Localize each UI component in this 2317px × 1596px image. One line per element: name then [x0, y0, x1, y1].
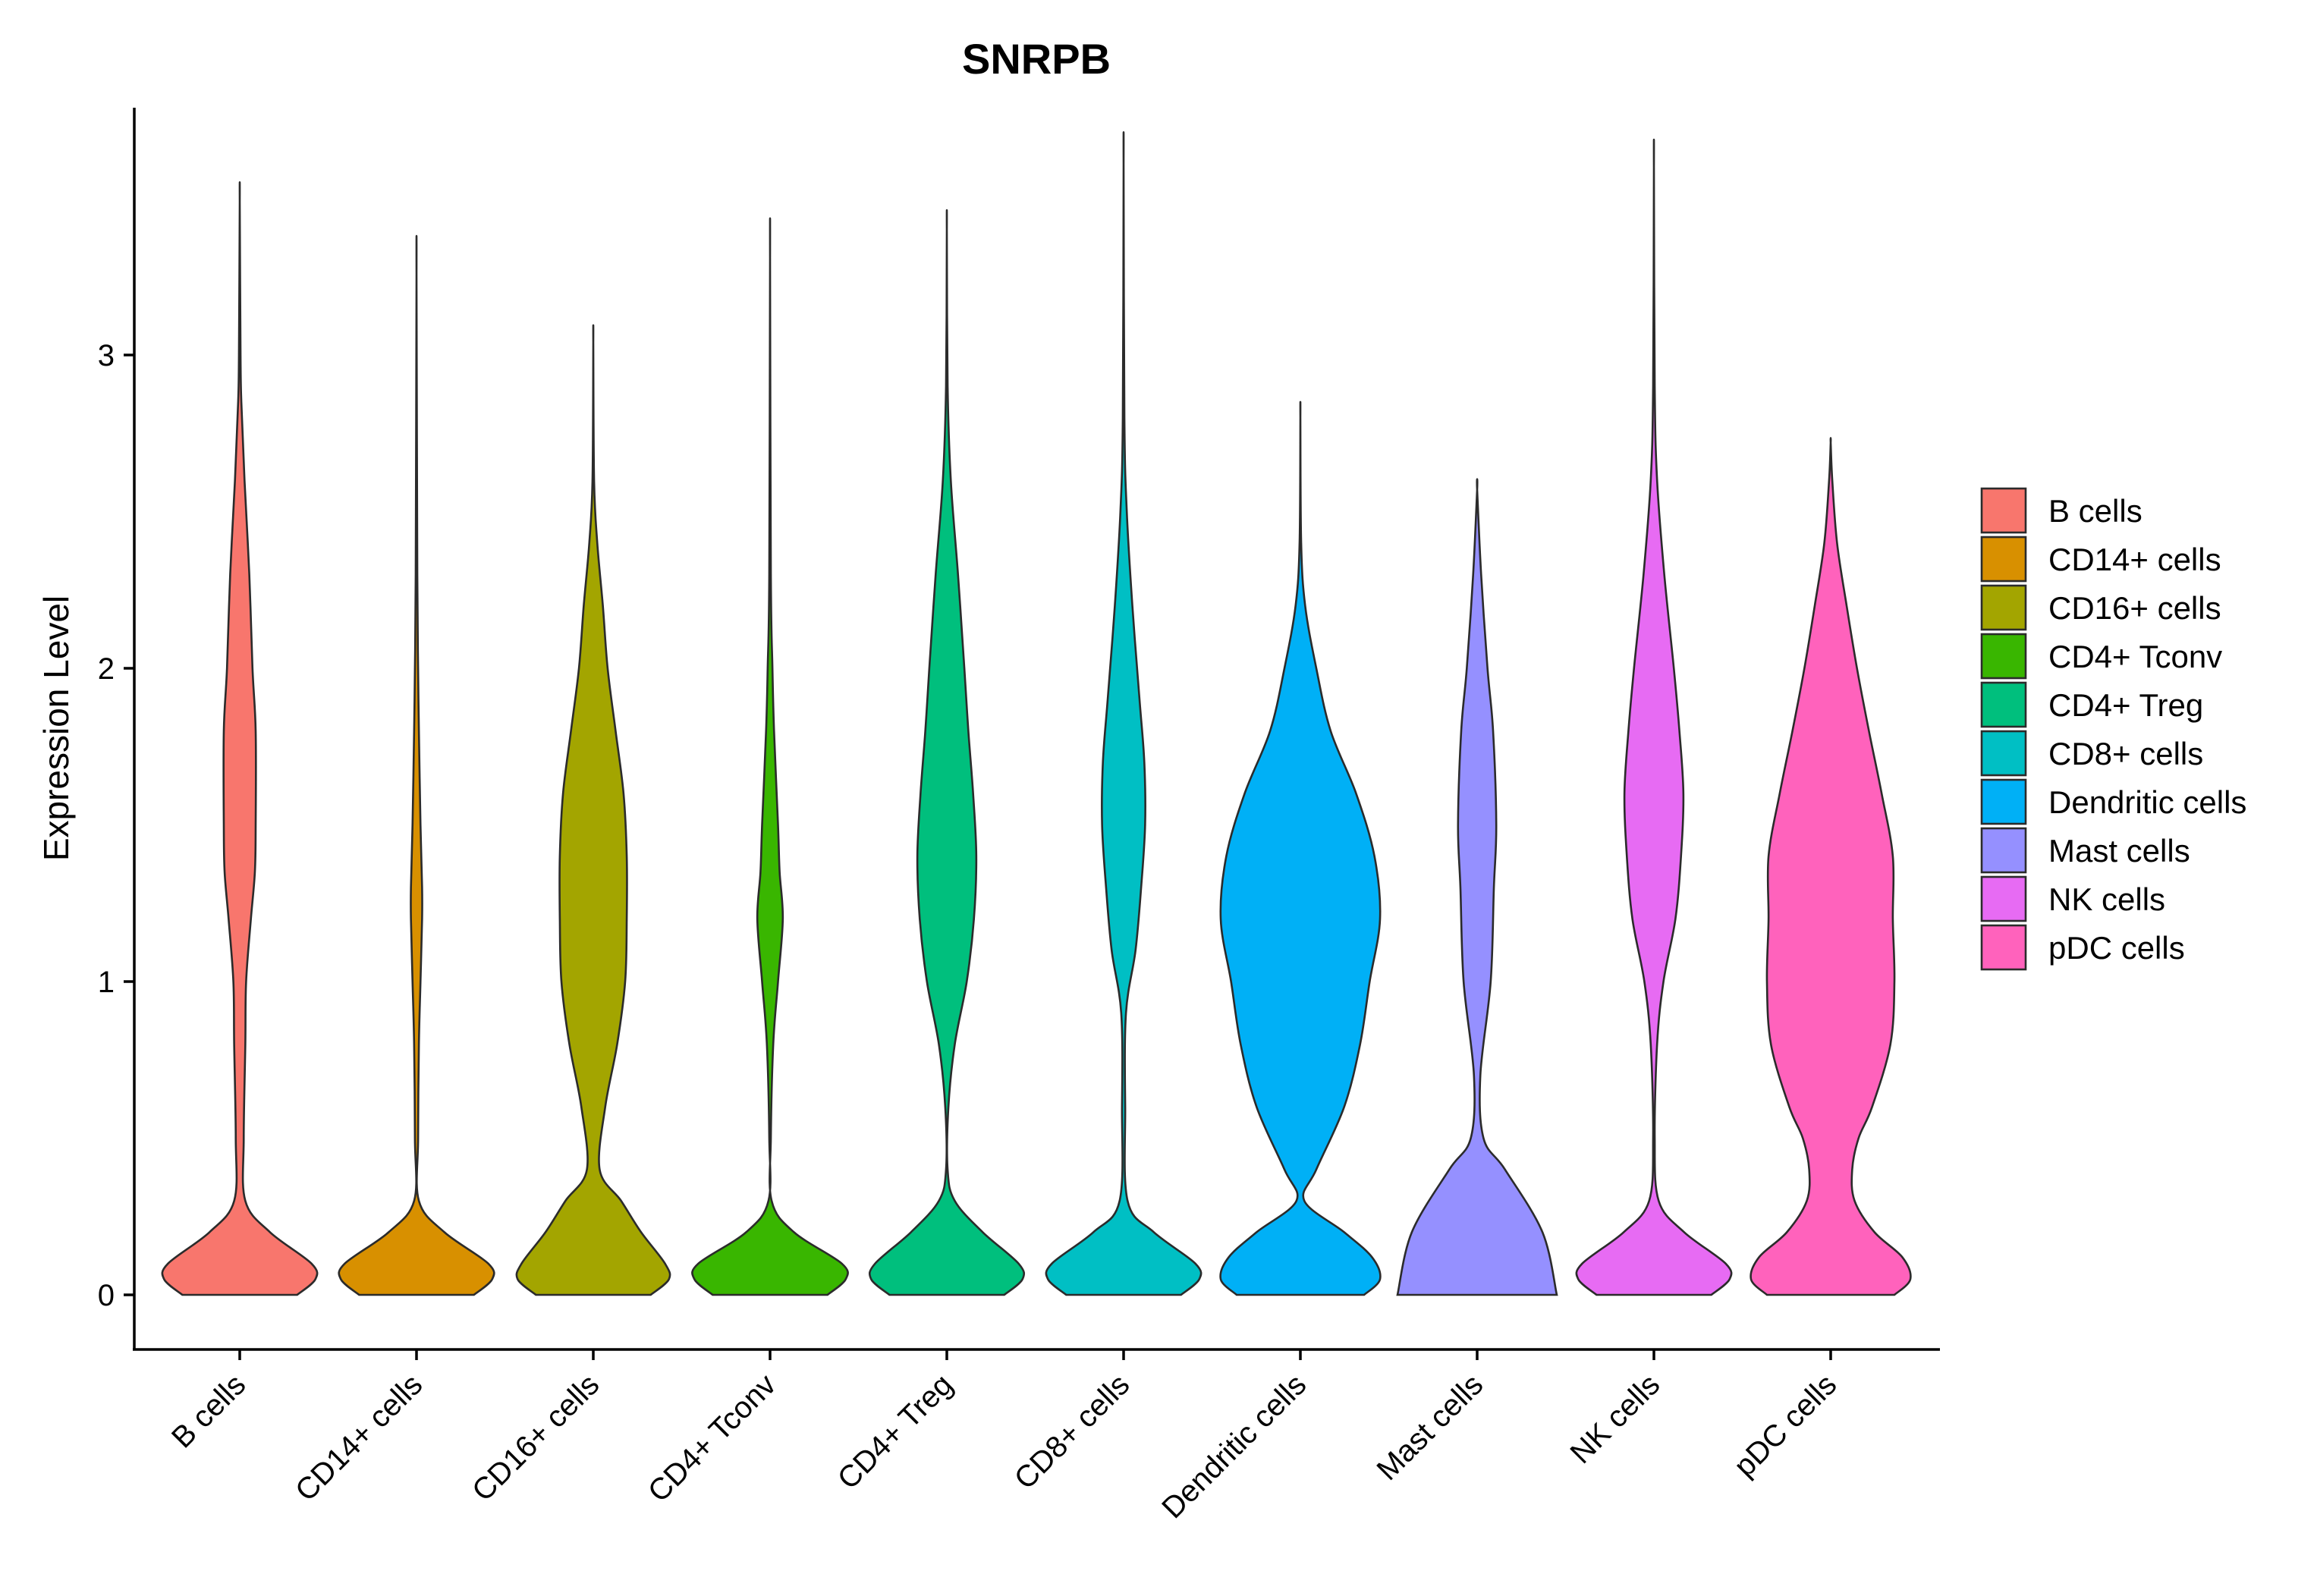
legend-swatch — [1980, 924, 2027, 971]
y-tick-label: 1 — [98, 966, 115, 999]
legend-swatch — [1980, 827, 2027, 874]
chart-title: SNRPB — [962, 35, 1111, 83]
x-tick-label: CD4+ Tconv — [642, 1368, 782, 1508]
legend-label: CD4+ Treg — [2048, 687, 2203, 723]
violin-pdc-cells — [1750, 437, 1912, 1296]
legend-label: Mast cells — [2048, 833, 2190, 869]
y-tick-label: 3 — [98, 339, 115, 372]
legend: B cells CD14+ cells CD16+ cells CD4+ Tconv C… — [1980, 487, 2246, 971]
x-tick-label: CD4+ Treg — [832, 1368, 960, 1496]
violin-b-cells — [161, 181, 319, 1296]
legend-label: CD16+ cells — [2048, 590, 2221, 626]
x-tick-label: CD14+ cells — [289, 1368, 429, 1507]
violin-mast-cells — [1396, 478, 1558, 1296]
legend-label: CD4+ Tconv — [2048, 639, 2222, 674]
y-axis-ticks: 0 1 2 3 — [98, 339, 134, 1312]
violin-cd4-tconv — [691, 217, 849, 1296]
legend-label: NK cells — [2048, 881, 2165, 917]
legend-swatch — [1980, 584, 2027, 631]
x-tick-label: CD16+ cells — [466, 1368, 605, 1507]
legend-swatch — [1980, 536, 2027, 583]
legend-label: pDC cells — [2048, 930, 2185, 966]
violin-cd16-cells — [515, 324, 671, 1296]
legend-swatch — [1980, 778, 2027, 825]
violin-cd8-cells — [1045, 131, 1203, 1296]
legend-swatch — [1980, 875, 2027, 922]
legend-swatch — [1980, 730, 2027, 777]
legend-swatch — [1980, 681, 2027, 728]
legend-label: CD14+ cells — [2048, 542, 2221, 577]
violin-cd4-treg — [868, 209, 1026, 1296]
y-tick-label: 2 — [98, 652, 115, 686]
x-tick-label: B cells — [165, 1368, 252, 1454]
y-tick-label: 0 — [98, 1279, 115, 1312]
legend-label: B cells — [2048, 493, 2143, 529]
violin-cd14-cells — [338, 234, 495, 1296]
violin-group — [161, 131, 1912, 1296]
x-tick-label: pDC cells — [1728, 1368, 1843, 1483]
violin-nk-cells — [1575, 138, 1733, 1296]
x-tick-label: Dendritic cells — [1155, 1368, 1313, 1525]
violin-dendritic-cells — [1219, 401, 1382, 1296]
legend-label: Dendritic cells — [2048, 784, 2246, 820]
legend-swatch — [1980, 487, 2027, 534]
legend-swatch — [1980, 633, 2027, 680]
y-axis-label: Expression Level — [36, 595, 76, 861]
x-tick-label: Mast cells — [1371, 1368, 1490, 1487]
x-tick-label: NK cells — [1564, 1368, 1667, 1470]
legend-label: CD8+ cells — [2048, 736, 2203, 771]
x-tick-label: CD8+ cells — [1008, 1368, 1136, 1496]
x-axis-ticks: B cells CD14+ cells CD16+ cells CD4+ Tconv C… — [165, 1349, 1843, 1525]
